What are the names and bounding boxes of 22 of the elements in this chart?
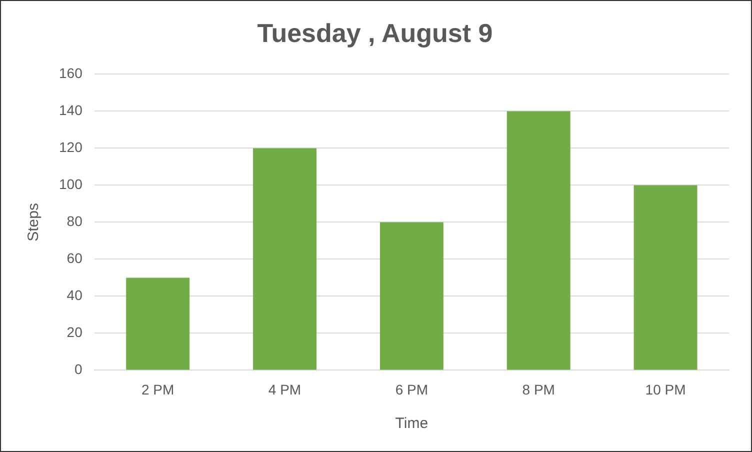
bar <box>634 185 698 370</box>
x-axis-title: Time <box>395 415 428 432</box>
y-tick-label: 0 <box>74 361 83 378</box>
x-tick-label: 6 PM <box>395 381 428 398</box>
y-tick-label: 160 <box>59 65 83 82</box>
bar <box>380 222 444 370</box>
y-tick-label: 80 <box>66 213 83 230</box>
y-tick-label: 120 <box>59 139 83 156</box>
chart-title: Tuesday , August 9 <box>257 18 493 48</box>
y-tick-label: 20 <box>66 324 83 340</box>
x-tick-label: 4 PM <box>268 381 302 398</box>
y-tick-label: 60 <box>66 250 83 266</box>
bar <box>506 111 570 370</box>
bar <box>253 148 316 370</box>
bar <box>126 278 190 370</box>
y-tick-label: 100 <box>59 176 83 192</box>
x-tick-label: 10 PM <box>645 381 686 398</box>
x-tick-label: 2 PM <box>141 381 174 398</box>
x-tick-label: 8 PM <box>522 381 555 398</box>
y-tick-label: 40 <box>66 287 83 304</box>
y-axis-title: Steps <box>25 203 42 242</box>
y-tick-label: 140 <box>59 102 83 118</box>
